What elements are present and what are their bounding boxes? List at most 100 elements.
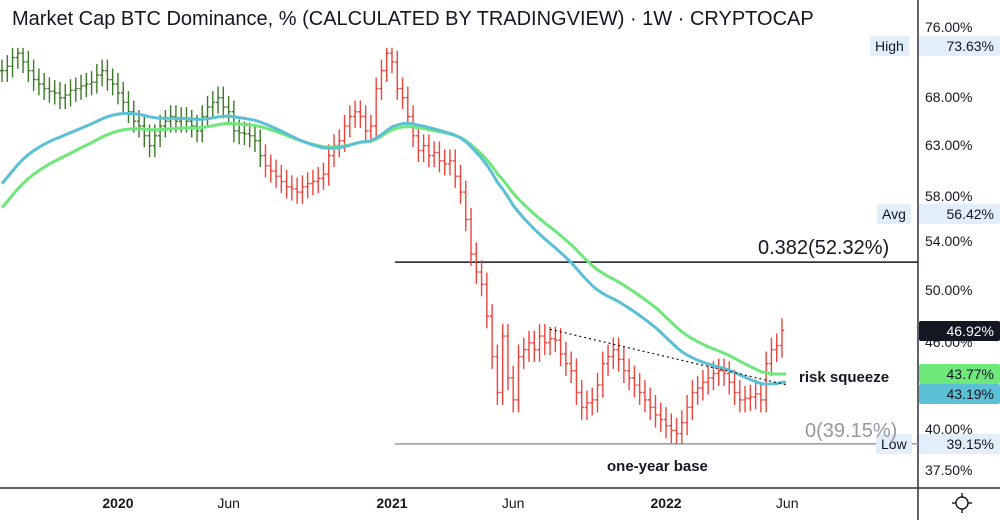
ohlc-bar	[36, 68, 42, 96]
ohlc-bar	[537, 324, 542, 362]
ohlc-bar	[510, 365, 516, 413]
ma-slow-value: 43.77%	[919, 364, 1000, 384]
ohlc-bar	[648, 387, 653, 420]
ohlc-bar	[121, 82, 126, 114]
ohlc-bar	[453, 149, 458, 188]
ohlc-bar	[68, 79, 73, 107]
ohlc-bar	[310, 170, 316, 196]
ohlc-bar	[400, 77, 405, 110]
ohlc-bar	[727, 361, 732, 395]
ohlc-bar	[126, 91, 131, 124]
ohlc-bar	[205, 95, 210, 128]
ohlc-bar	[779, 318, 785, 358]
ohlc-bar	[505, 324, 511, 391]
ohlc-bar	[579, 380, 584, 420]
ohlc-bar	[142, 114, 147, 148]
price-tick: 58.00%	[925, 188, 973, 205]
price-tick: 37.50%	[925, 461, 973, 478]
title-separator: ·	[629, 8, 637, 30]
ohlc-bar	[568, 351, 574, 384]
ohlc-bar	[542, 324, 548, 356]
price-tick: 76.00%	[925, 19, 973, 35]
interval[interactable]: 1W	[642, 8, 673, 30]
ohlc-bar	[595, 372, 600, 413]
ohlc-bar	[379, 59, 384, 100]
ohlc-bar	[363, 105, 368, 143]
symbol-title: Market Cap BTC Dominance, % (CALCULATED …	[12, 8, 625, 30]
ohlc-bar	[189, 110, 194, 138]
ohlc-bar	[52, 80, 57, 105]
ohlc-bar	[558, 328, 563, 367]
ohlc-bar	[247, 122, 252, 148]
ohlc-bar	[337, 129, 342, 158]
time-tick: Jun	[501, 495, 525, 511]
ohlc-bar	[384, 47, 389, 82]
ohlc-bar	[347, 105, 353, 138]
ohlc-bar	[110, 68, 115, 96]
ohlc-bar	[105, 59, 110, 91]
ohlc-bar	[748, 384, 753, 411]
ohlc-bar	[395, 50, 400, 100]
ohlc-bar	[447, 149, 453, 176]
ohlc-bar	[200, 105, 205, 143]
ohlc-bar	[653, 395, 658, 428]
ohlc-bar	[663, 407, 669, 439]
ohlc-bar	[405, 86, 410, 128]
ohlc-bar	[273, 159, 279, 188]
last-price-value: 46.92%	[919, 321, 1000, 341]
ohlc-bar	[484, 272, 490, 329]
ohlc-bar	[495, 344, 500, 405]
ohlc-bar	[737, 380, 742, 413]
low-label: Low	[876, 434, 912, 454]
ohlc-bar	[574, 358, 579, 405]
dotted-trendline	[549, 328, 788, 386]
ohlc-bar	[215, 86, 221, 114]
ohlc-bar	[705, 365, 711, 395]
ohlc-bar	[321, 162, 326, 190]
time-tick: 2021	[376, 495, 408, 511]
ohlc-bar	[611, 337, 616, 369]
ohlc-bar	[231, 100, 237, 143]
ohlc-bar	[15, 47, 21, 69]
ohlc-bar	[94, 64, 100, 94]
ohlc-bar	[263, 144, 268, 178]
ohlc-bar	[99, 59, 105, 87]
ohlc-bar	[468, 207, 474, 266]
ohlc-bar	[637, 372, 642, 405]
ohlc-bar	[753, 381, 758, 410]
ohlc-bar	[358, 100, 363, 128]
one-year-base-annotation: one-year base	[607, 458, 708, 475]
ohlc-bar	[458, 164, 463, 204]
ohlc-bar	[658, 402, 663, 433]
price-tick: 50.00%	[925, 281, 973, 298]
chart-title: Market Cap BTC Dominance, % (CALCULATED …	[12, 8, 814, 31]
low-value: 39.15%	[919, 434, 1000, 454]
ohlc-bar	[532, 330, 537, 362]
ma-fast-value: 43.19%	[919, 384, 1000, 404]
trendline[interactable]	[549, 328, 788, 386]
high-value: 73.63%	[919, 36, 1000, 56]
time-tick: Jun	[217, 495, 240, 511]
ohlc-bar	[442, 149, 447, 176]
ohlc-bar	[26, 50, 31, 82]
ohlc-bar	[47, 77, 52, 103]
ohlc-bar	[669, 413, 674, 444]
ohlc-bar	[279, 164, 284, 194]
fib-levels[interactable]	[395, 261, 918, 445]
ohlc-bar	[373, 77, 379, 138]
ohlc-bar	[426, 134, 432, 168]
time-tick: 2020	[102, 495, 134, 511]
ohlc-bar	[621, 347, 627, 384]
settings-gear-icon[interactable]	[951, 492, 973, 514]
ohlc-bar	[10, 47, 15, 78]
ohlc-bar	[352, 100, 358, 128]
ohlc-bar	[679, 410, 685, 444]
ohlc-bar	[389, 47, 395, 74]
ohlc-bar	[115, 72, 121, 105]
ma-fast-line	[0, 111, 786, 386]
ohlc-bar	[479, 260, 484, 297]
ohlc-bar	[84, 72, 89, 98]
fib-382-label: 0.382(52.32%)	[758, 237, 890, 259]
ohlc-bar	[63, 83, 68, 110]
